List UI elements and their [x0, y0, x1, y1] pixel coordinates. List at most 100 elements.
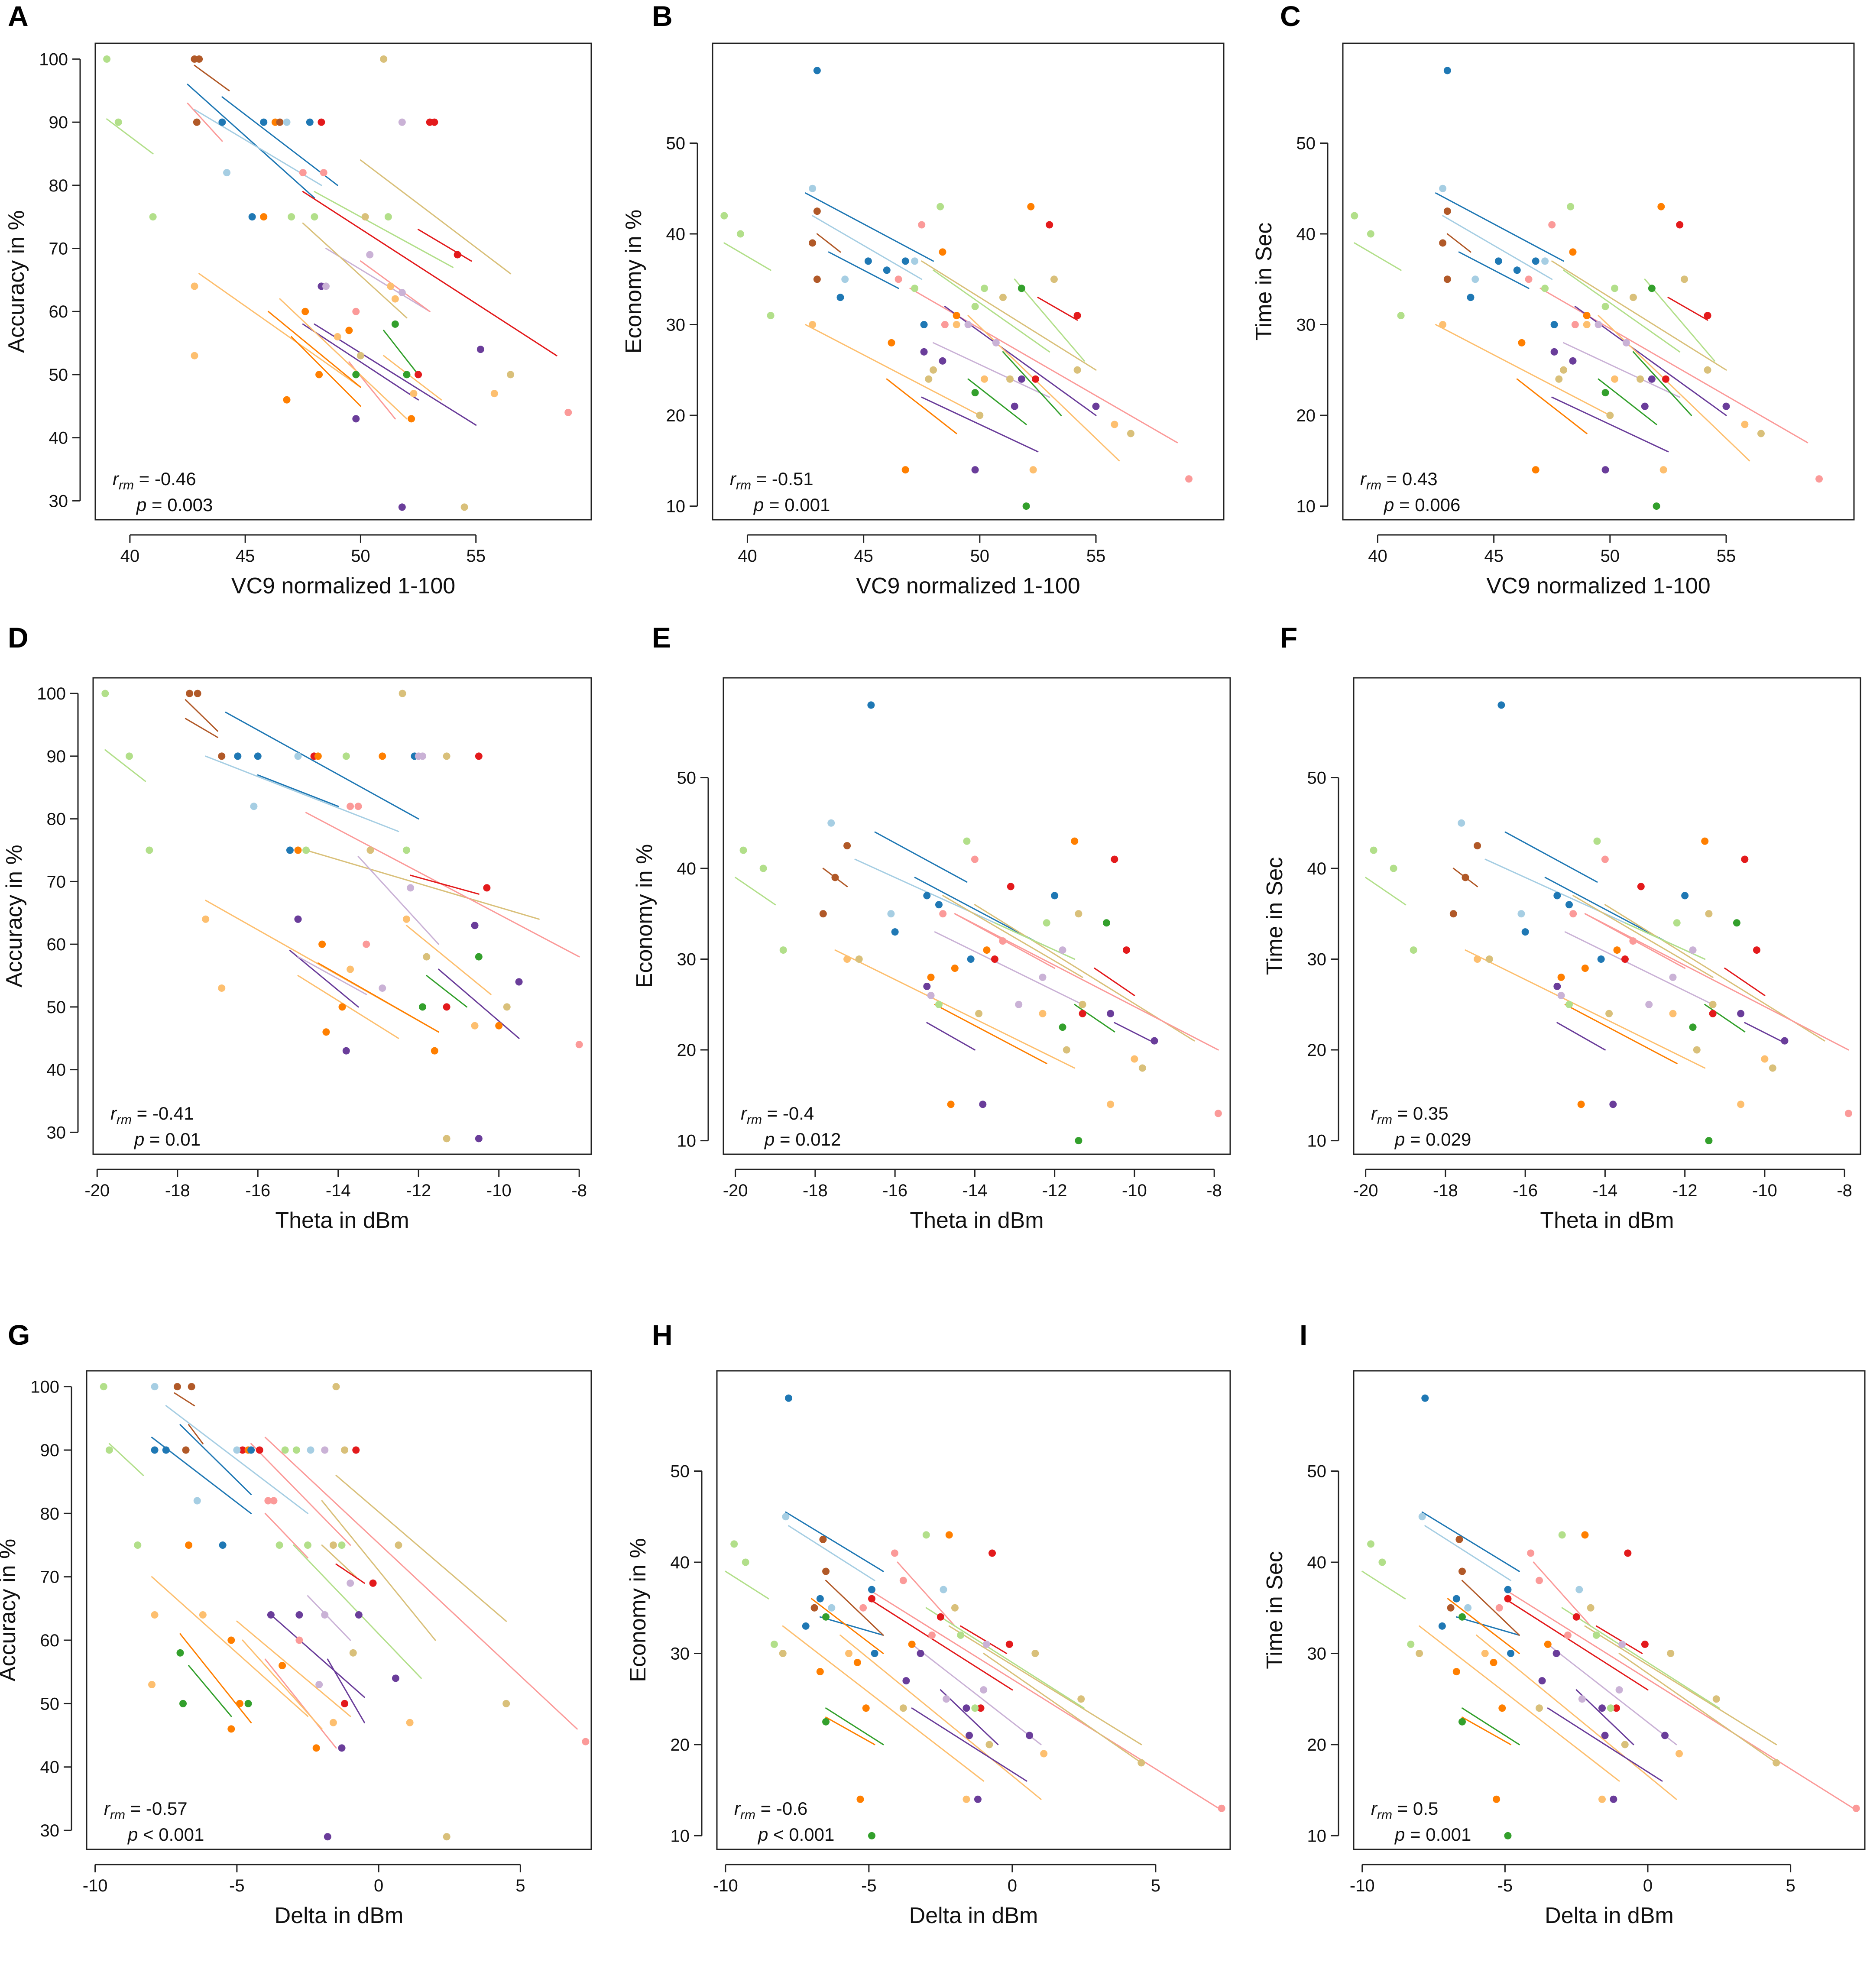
panel-f-data-point: [1410, 946, 1417, 954]
panel-i-data-point: [1581, 1531, 1589, 1539]
panel-f-fit-line: [1504, 831, 1598, 883]
panel-e-data-point: [1102, 919, 1110, 927]
panel-d-data-point: [194, 690, 201, 697]
panel-i-fit-line: [1424, 1525, 1512, 1581]
panel-g-data-point: [312, 1744, 320, 1752]
panel-c-data-point: [1601, 303, 1609, 311]
panel-b-data-point: [1011, 402, 1018, 410]
panel-i-data-point: [1676, 1750, 1683, 1758]
panel-g-fit-line: [188, 1665, 232, 1717]
panel-b-fit-line: [909, 288, 1178, 444]
panel-i-data-point: [1621, 1741, 1629, 1748]
panel-g-data-point: [236, 1700, 243, 1707]
panel-a-data-point: [103, 55, 111, 63]
panel-a-data-point: [387, 282, 395, 290]
panel-a-data-point: [260, 118, 268, 126]
panel-d-y-tick-label: 40: [47, 1061, 66, 1080]
panel-b-data-point: [939, 248, 946, 256]
panel-b-data-point: [809, 185, 817, 192]
panel-d-data-point: [314, 752, 322, 760]
panel-i-x-tick-label: -5: [1497, 1876, 1513, 1895]
panel-g-data-point: [352, 1446, 360, 1454]
panel-d-fit-line: [225, 712, 419, 820]
panel-f-y-tick-label: 20: [1307, 1041, 1327, 1060]
panel-h-data-point: [974, 1795, 982, 1803]
panel-c-data-point: [1595, 321, 1602, 329]
panel-i-fit-line: [1447, 1598, 1520, 1654]
panel-h-data-point: [1031, 1649, 1039, 1657]
panel-g-plot-frame: [86, 1370, 592, 1850]
panel-g-data-point: [295, 1636, 303, 1644]
panel-i-data-point: [1618, 1640, 1626, 1648]
panel-d-fit-line: [104, 749, 146, 782]
panel-f-data-point: [1673, 919, 1681, 927]
panel-h-data-point: [868, 1832, 875, 1839]
panel-a-fit-line: [291, 336, 361, 407]
panel-b-data-point: [864, 257, 872, 265]
panel-e-p-stat: p = 0.012: [764, 1129, 841, 1149]
panel-g-data-point: [247, 1446, 255, 1454]
panel-b-data-point: [1046, 221, 1053, 229]
panel-d-data-point: [407, 884, 415, 892]
panel-e-y-axis-title: Economy in %: [632, 844, 657, 988]
panel-f-fit-line: [1365, 877, 1407, 906]
panel-c-plot-frame: [1342, 42, 1855, 521]
panel-g-fit-line: [242, 1639, 323, 1730]
panel-c-data-point: [1560, 366, 1568, 374]
panel-b-fit-line: [933, 269, 1050, 353]
panel-h-y-tick-label: 50: [671, 1462, 690, 1481]
panel-c-fit-line: [1354, 242, 1402, 271]
panel-g-data-point: [329, 1719, 337, 1726]
panel-i-fit-line: [1475, 1634, 1677, 1800]
panel-i-fit-line: [1533, 1561, 1591, 1627]
panel-f-data-point: [1709, 1000, 1717, 1008]
panel-b-fit-line: [967, 315, 1120, 462]
panel-d-data-point: [294, 752, 302, 760]
panel-b-data-point: [1006, 375, 1014, 383]
panel-h-data-point: [902, 1677, 910, 1685]
panel-d-data-point: [146, 846, 153, 854]
panel-i-data-point: [1504, 1595, 1512, 1603]
panel-i-data-point: [1493, 1795, 1501, 1803]
panel-b-data-point: [953, 312, 960, 320]
panel-d-fit-line: [297, 975, 399, 1039]
panel-b-data-point: [937, 203, 944, 210]
panel-b-data-point: [841, 275, 849, 283]
panel-b-r-stat: rrm = -0.51: [730, 469, 813, 492]
panel-b-data-point: [1185, 475, 1193, 483]
panel-a-data-point: [507, 371, 515, 379]
panel-b-data-point: [1022, 502, 1030, 510]
panel-d-fit-line: [438, 968, 520, 1039]
panel-c-data-point: [1680, 275, 1688, 283]
panel-f-data-point: [1581, 964, 1589, 972]
panel-e-data-point: [827, 819, 835, 827]
panel-i-data-point: [1615, 1686, 1623, 1694]
panel-c-p-stat: p = 0.006: [1383, 495, 1460, 515]
panel-e-r-stat: rrm = -0.4: [741, 1103, 814, 1127]
panel-c-data-point: [1532, 466, 1539, 474]
panel-e-data-point: [1051, 892, 1059, 900]
panel-i-data-point: [1575, 1586, 1583, 1593]
panel-b-data-point: [901, 257, 909, 265]
panel-d-data-point: [218, 984, 226, 992]
panel-i-data-point: [1773, 1759, 1780, 1767]
panel-d-fit-line: [357, 856, 440, 945]
panel-a-data-point: [223, 169, 231, 177]
panel-d-fit-line: [205, 755, 399, 832]
panel-h-data-point: [922, 1531, 930, 1539]
panel-c-data-point: [1513, 266, 1521, 274]
panel-f-data-point: [1689, 1023, 1697, 1031]
panel-b-p-stat: p = 0.001: [753, 495, 830, 515]
panel-c-fit-line: [1563, 269, 1681, 353]
panel-a-data-point: [454, 251, 461, 259]
panel-h-fit-line: [785, 1511, 884, 1572]
panel-b-data-point: [813, 67, 821, 74]
panel-f-fit-line: [1564, 1004, 1678, 1064]
panel-e-data-point: [923, 892, 931, 900]
panel-g-data-point: [275, 1541, 283, 1549]
panel-i-y-axis-title: Time in Sec: [1262, 1551, 1287, 1669]
panel-i-data-point: [1421, 1394, 1429, 1402]
panel-g: G -10 -5 0 5 30 40 50 60 70 80 90 100 Delta in dBm Acc…: [0, 1319, 592, 1928]
panel-e-data-point: [1075, 1137, 1082, 1145]
panel-f-fit-line: [1584, 913, 1849, 1051]
